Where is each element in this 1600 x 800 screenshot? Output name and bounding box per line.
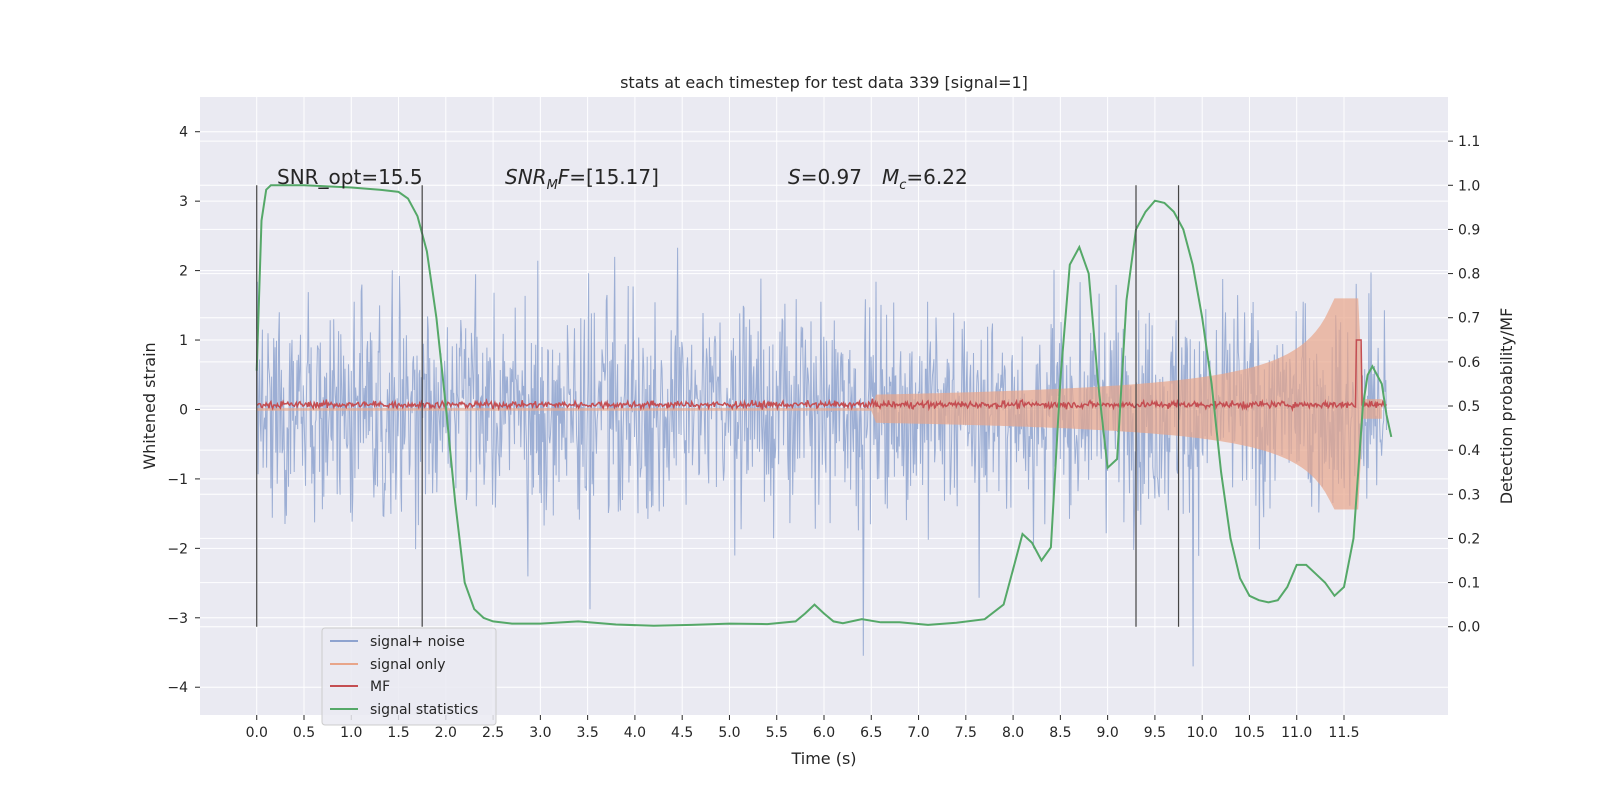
- chart-title: stats at each timestep for test data 339…: [620, 73, 1028, 92]
- x-tick-label: 1.5: [387, 725, 409, 741]
- y-tick-label-right: 1.1: [1458, 134, 1480, 150]
- x-tick-label: 3.0: [529, 725, 551, 741]
- series-signal-noise: [256, 247, 1387, 667]
- y-tick-label-right: 0.3: [1458, 487, 1480, 503]
- y-tick-label-right: 0.9: [1458, 222, 1480, 238]
- annotation-snr-mf: SNRMF=[15.17]: [505, 165, 659, 193]
- annotation-mc-subscript: c: [899, 178, 906, 193]
- x-tick-label: 2.0: [435, 725, 457, 741]
- x-tick-label: 8.0: [1002, 725, 1024, 741]
- y-tick-label-right: 0.0: [1458, 620, 1480, 636]
- x-tick-label: 0.5: [293, 725, 315, 741]
- legend-label-signal-statistics: signal statistics: [370, 702, 478, 718]
- legend-label-signal-noise: signal+ noise: [370, 634, 465, 650]
- legend-label-signal-only: signal only: [370, 657, 445, 673]
- x-tick-label: 3.5: [577, 725, 599, 741]
- x-tick-label: 11.0: [1281, 725, 1312, 741]
- y-tick-label-left: −3: [167, 611, 188, 627]
- x-tick-label: 9.0: [1097, 725, 1119, 741]
- annotation-snr-mf-value: =[15.17]: [569, 165, 659, 189]
- x-tick-label: 1.0: [340, 725, 362, 741]
- annotation-s-symbol: S: [788, 165, 801, 189]
- y-tick-label-right: 0.7: [1458, 311, 1480, 327]
- annotation-snr-opt: SNR_opt=15.5: [277, 165, 423, 189]
- annotation-snr-mf-subscript: M: [547, 178, 558, 193]
- y-tick-label-right: 0.5: [1458, 399, 1480, 415]
- series-signal-statistics: [255, 184, 1393, 627]
- annotation-s-value: =0.97: [801, 165, 862, 189]
- x-tick-label: 2.5: [482, 725, 504, 741]
- x-tick-label: 10.5: [1234, 725, 1265, 741]
- x-axis-label: Time (s): [790, 749, 856, 768]
- y-tick-label-left: 3: [179, 194, 188, 210]
- x-tick-label: 0.0: [246, 725, 268, 741]
- legend-label-mf: MF: [370, 679, 390, 695]
- x-tick-label: 7.0: [907, 725, 929, 741]
- x-tick-label: 7.5: [955, 725, 977, 741]
- grid: [200, 97, 1448, 715]
- x-tick-label: 5.5: [766, 725, 788, 741]
- x-tick-label: 6.5: [860, 725, 882, 741]
- x-tick-label: 11.5: [1328, 725, 1359, 741]
- y-tick-label-right: 0.1: [1458, 576, 1480, 592]
- y-tick-label-left: −2: [167, 541, 188, 557]
- legend-box: [321, 627, 497, 726]
- y-tick-label-right: 0.6: [1458, 355, 1480, 371]
- y-tick-label-left: −4: [167, 680, 188, 696]
- x-tick-label: 4.5: [671, 725, 693, 741]
- y-tick-label-left: −1: [167, 472, 188, 488]
- x-tick-label: 10.0: [1187, 725, 1218, 741]
- y-tick-label-right: 0.8: [1458, 267, 1480, 283]
- y-axis-label-left: Whitened strain: [140, 342, 159, 469]
- x-tick-label: 9.5: [1144, 725, 1166, 741]
- legend: signal+ noise signal only MF signal stat…: [321, 627, 497, 726]
- axis-ticks: 0.0 0.5 1.0 1.5 2.0 2.5 3.0 3.5 4.0 4.5 5.0 5.5 6.0 6…: [167, 125, 1480, 741]
- y-axis-label-right: Detection probability/MF: [1497, 308, 1516, 505]
- y-tick-label-right: 0.4: [1458, 443, 1480, 459]
- y-tick-label-left: 1: [179, 333, 188, 349]
- annotation-mc-symbol: M: [882, 165, 899, 189]
- x-tick-label: 5.0: [718, 725, 740, 741]
- y-tick-label-left: 4: [179, 125, 188, 141]
- x-tick-label: 6.0: [813, 725, 835, 741]
- annotation-s: S=0.97: [788, 165, 862, 189]
- annotation-snr-mf-symbol: SNR: [505, 165, 547, 189]
- x-tick-label: 8.5: [1049, 725, 1071, 741]
- y-tick-label-left: 2: [179, 264, 188, 280]
- annotation-snr-mf-f: F: [558, 165, 570, 189]
- x-tick-label: 4.0: [624, 725, 646, 741]
- data-layer: [255, 184, 1393, 667]
- y-tick-label-left: 0: [179, 402, 188, 418]
- y-tick-label-right: 1.0: [1458, 178, 1480, 194]
- y-tick-label-right: 0.2: [1458, 531, 1480, 547]
- annotation-mc-value: =6.22: [906, 165, 967, 189]
- annotation-mc: Mc=6.22: [882, 165, 968, 193]
- vertical-markers: [256, 185, 1180, 627]
